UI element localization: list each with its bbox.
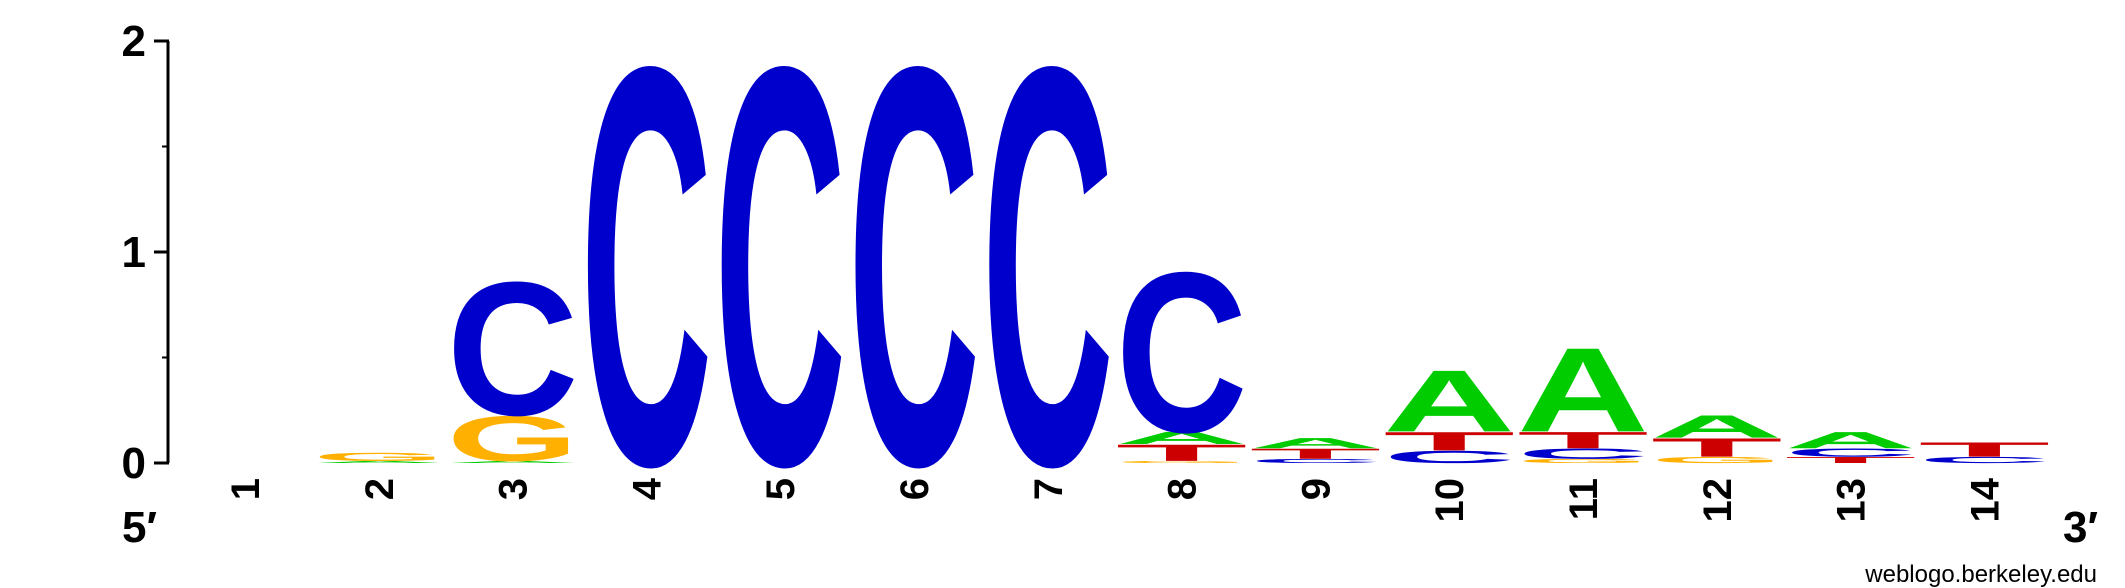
letter-G-pos-11: G <box>1517 458 1649 465</box>
letter-C-pos-3: C <box>447 242 579 455</box>
five-prime-label: 5′ <box>122 503 157 552</box>
y-tick-label: 2 <box>122 17 146 66</box>
x-tick-label: 9 <box>1294 478 1338 500</box>
letter-glyph: C <box>1785 446 1917 459</box>
letter-G-pos-2: G <box>313 450 445 463</box>
letter-glyph: T <box>1785 455 1917 465</box>
x-tick-label: 5 <box>759 478 803 500</box>
letter-glyph: A <box>1249 435 1381 451</box>
y-axis: 0 1 2 <box>122 17 170 488</box>
x-tick-label: 14 <box>1963 477 2007 522</box>
letter-glyph: A <box>447 460 579 463</box>
credit-text: weblogo.berkeley.edu <box>1864 561 2097 588</box>
y-tick-label: 0 <box>122 439 146 488</box>
letter-A-pos-8: A <box>1116 428 1248 448</box>
letter-glyph: C <box>1249 458 1381 465</box>
letter-glyph: C <box>1383 447 1515 467</box>
y-tick-label: 1 <box>122 228 146 277</box>
letter-C-pos-8: C <box>1116 225 1248 480</box>
x-tick-label: 3 <box>492 478 536 500</box>
x-tick-label: 12 <box>1696 478 1740 523</box>
letter-C-pos-10: C <box>1383 447 1515 467</box>
x-tick-label: 6 <box>893 478 937 500</box>
letter-A-pos-11: A <box>1517 323 1649 457</box>
letter-T-pos-14: T <box>1918 438 2050 461</box>
letter-glyph: G <box>1116 460 1248 463</box>
x-tick-label: 11 <box>1562 478 1606 520</box>
letter-C-pos-9: C <box>1249 458 1381 465</box>
letter-A-pos-3: A <box>447 460 579 463</box>
letter-T-pos-10: T <box>1383 427 1515 456</box>
letter-C-pos-13: C <box>1785 446 1917 459</box>
letter-glyph: C <box>1116 225 1248 480</box>
three-prime-label: 3′ <box>2063 503 2098 552</box>
letter-glyph: C <box>1517 446 1649 462</box>
letter-glyph: T <box>1918 438 2050 461</box>
x-tick-label: 10 <box>1428 478 1472 523</box>
x-tick-label: 8 <box>1161 478 1205 500</box>
letter-glyph: G <box>447 403 579 475</box>
letter-C-pos-5: C <box>714 0 846 584</box>
letter-glyph: T <box>1517 427 1649 453</box>
letter-A-pos-12: A <box>1651 408 1783 444</box>
letter-glyph: G <box>1517 458 1649 465</box>
letter-glyph: A <box>1517 323 1649 457</box>
letter-A-pos-9: A <box>1249 435 1381 451</box>
letter-T-pos-13: T <box>1785 455 1917 465</box>
letter-glyph: A <box>1116 428 1248 448</box>
x-tick-label: 13 <box>1830 478 1874 523</box>
letter-glyph: C <box>848 0 980 584</box>
letter-C-pos-14: C <box>1918 455 2050 465</box>
letter-T-pos-11: T <box>1517 427 1649 453</box>
letter-glyph: A <box>1651 408 1783 444</box>
letter-C-pos-4: C <box>580 0 712 584</box>
letter-glyph: C <box>447 242 579 455</box>
letter-T-pos-8: T <box>1116 440 1248 466</box>
letter-glyph: T <box>1383 427 1515 456</box>
letter-G-pos-3: G <box>447 403 579 475</box>
letter-C-pos-11: C <box>1517 446 1649 462</box>
letter-glyph: G <box>1651 455 1783 465</box>
letter-glyph: T <box>1116 440 1248 466</box>
letter-glyph: A <box>1785 427 1917 453</box>
x-tick-label: 7 <box>1027 478 1071 500</box>
letter-A-pos-2: A <box>313 460 445 463</box>
letter-glyph: T <box>1651 433 1783 462</box>
x-tick-label: 4 <box>625 477 669 500</box>
x-tick-label: 1 <box>224 478 268 500</box>
letter-T-pos-12: T <box>1651 433 1783 462</box>
letter-glyph: A <box>313 460 445 463</box>
letter-glyph: A <box>1383 352 1515 450</box>
letter-A-pos-10: A <box>1383 352 1515 450</box>
letter-glyph: C <box>580 0 712 584</box>
letter-glyph: G <box>313 450 445 463</box>
letter-G-pos-12: G <box>1651 455 1783 465</box>
x-tick-label: 2 <box>358 478 402 500</box>
letter-glyph: C <box>714 0 846 584</box>
letter-A-pos-13: A <box>1785 427 1917 453</box>
letter-C-pos-6: C <box>848 0 980 584</box>
letter-G-pos-8: G <box>1116 460 1248 463</box>
letter-glyph: T <box>1249 446 1381 462</box>
x-axis-labels: 1 2 3 4 5 6 7 8 9 10 11 12 13 14 <box>224 477 2007 522</box>
letter-T-pos-9: T <box>1249 446 1381 462</box>
letter-glyph: C <box>1918 455 2050 465</box>
letter-glyph: C <box>982 0 1114 584</box>
letter-C-pos-7: C <box>982 0 1114 584</box>
